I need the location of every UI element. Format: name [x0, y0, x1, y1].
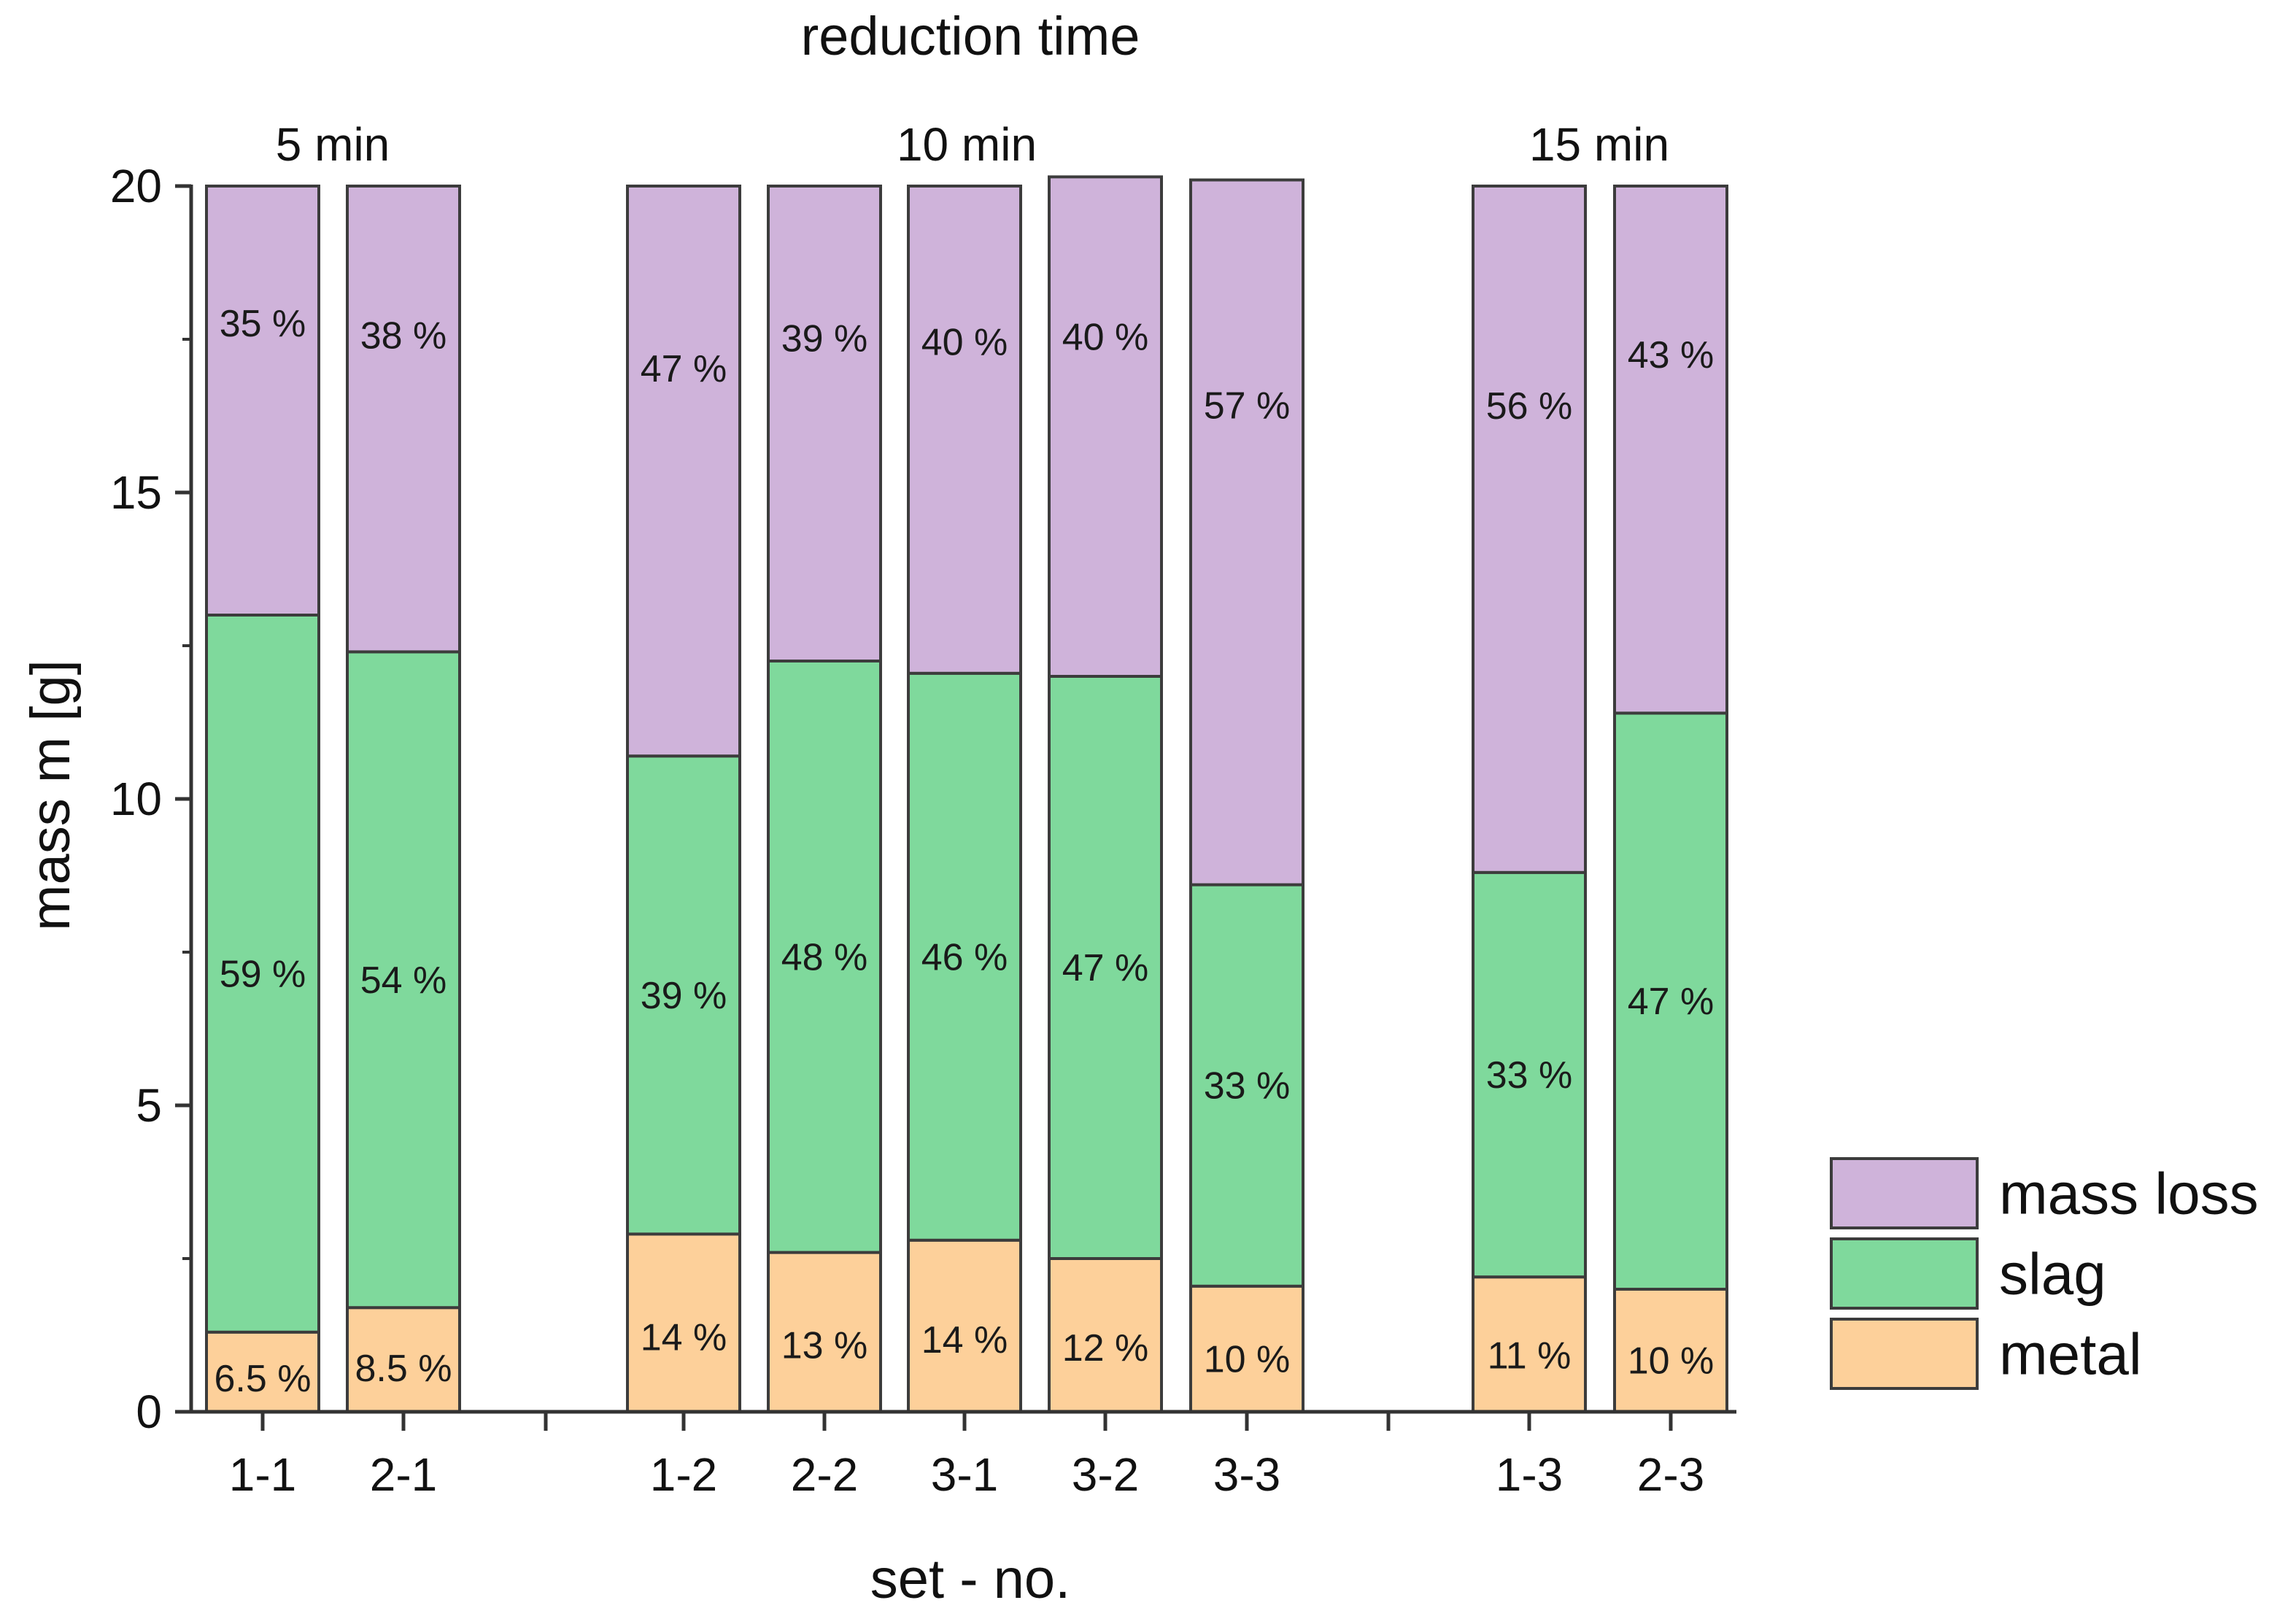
- group-label: 15 min: [1529, 118, 1669, 171]
- segment-value-label: 8.5 %: [355, 1348, 452, 1390]
- bar-segment-metal: [767, 1251, 882, 1413]
- segment-value-label: 35 %: [220, 303, 306, 345]
- x-axis: 1-1 2-1 1-2 2-2 3-1 3-2 3-3 1-3 2-3: [191, 1410, 1736, 1501]
- bar-segment-slag: [1048, 675, 1163, 1260]
- bar-segment-slag: [767, 660, 882, 1254]
- bar-segment-slag: [205, 614, 320, 1334]
- bar-segment-slag: [1189, 883, 1304, 1288]
- segment-value-label: 6.5 %: [214, 1358, 312, 1400]
- x-tick-label: 1-1: [229, 1448, 297, 1501]
- segment-value-label: 39 %: [781, 317, 868, 360]
- x-tick-label: 2-3: [1637, 1448, 1705, 1501]
- x-tick-label: 2-2: [791, 1448, 859, 1501]
- bar-segment-mass-loss: [205, 185, 320, 617]
- legend-swatch-metal: [1830, 1318, 1979, 1390]
- legend-label: slag: [1999, 1242, 2106, 1307]
- y-tick-label: 0: [136, 1386, 162, 1438]
- segment-value-label: 33 %: [1486, 1054, 1573, 1097]
- segment-value-label: 43 %: [1628, 334, 1715, 376]
- segment-value-label: 14 %: [641, 1317, 727, 1359]
- segment-value-label: 47 %: [1628, 981, 1715, 1023]
- group-labels: 5 min 10 min 15 min: [276, 118, 1669, 171]
- segment-value-label: 10 %: [1628, 1340, 1715, 1382]
- segment-value-label: 47 %: [1062, 947, 1149, 989]
- segment-value-label: 57 %: [1204, 385, 1291, 428]
- bar-segment-slag: [346, 650, 461, 1310]
- group-label: 5 min: [276, 118, 390, 171]
- bar-segment-mass-loss: [626, 185, 741, 758]
- segment-value-label: 10 %: [1204, 1339, 1291, 1381]
- x-tick-label: 1-2: [650, 1448, 718, 1501]
- y-tick-label: 15: [110, 466, 162, 519]
- x-tick-label: 3-3: [1213, 1448, 1281, 1501]
- y-tick-label: 10: [110, 773, 162, 825]
- segment-value-label: 54 %: [360, 959, 447, 1002]
- x-axis-label: set - no.: [870, 1548, 1071, 1610]
- x-tick-label: 3-2: [1072, 1448, 1140, 1501]
- chart-title: reduction time: [801, 6, 1140, 66]
- x-tick-label: 1-3: [1496, 1448, 1563, 1501]
- group-label: 10 min: [897, 118, 1037, 171]
- segment-value-label: 40 %: [921, 322, 1008, 364]
- bars: [205, 175, 1728, 1414]
- y-tick-label: 5: [136, 1079, 162, 1132]
- bar-segment-metal: [1189, 1284, 1304, 1414]
- bar-segment-mass-loss: [907, 185, 1022, 675]
- bar-segment-slag: [1472, 870, 1587, 1279]
- bar-segment-slag: [626, 754, 741, 1236]
- y-axis-label: mass m [g]: [20, 660, 82, 931]
- bar-segment-mass-loss: [1472, 185, 1587, 874]
- segment-value-label: 59 %: [220, 953, 306, 995]
- y-axis: 0 5 10 15 20: [110, 160, 193, 1438]
- bar-segment-slag: [1613, 711, 1728, 1291]
- bar-segment-metal: [1048, 1257, 1163, 1413]
- bar-segment-mass-loss: [346, 185, 461, 654]
- x-tick-label: 3-1: [931, 1448, 999, 1501]
- bar-segment-mass-loss: [767, 185, 882, 662]
- segment-value-label: 14 %: [921, 1319, 1008, 1361]
- bar-segment-metal: [346, 1306, 461, 1413]
- legend-label: mass loss: [1999, 1162, 2259, 1226]
- segment-value-label: 47 %: [641, 348, 727, 390]
- legend-swatch-slag: [1830, 1237, 1979, 1310]
- segment-value-label: 40 %: [1062, 316, 1149, 358]
- bar-segment-mass-loss: [1613, 185, 1728, 715]
- segment-value-label: 13 %: [781, 1324, 868, 1367]
- segment-value-label: 46 %: [921, 936, 1008, 978]
- bar-segment-metal: [205, 1330, 320, 1414]
- segment-labels: 6.5 % 59 % 35 % 8.5 % 54 % 38 % 14 % 39 % 47 % 13…: [214, 303, 1715, 1400]
- segment-value-label: 56 %: [1486, 385, 1573, 428]
- y-tick-label: 20: [110, 160, 162, 212]
- legend: mass loss slag metal: [1830, 1157, 2259, 1390]
- segment-value-label: 12 %: [1062, 1327, 1149, 1369]
- segment-value-label: 38 %: [360, 314, 447, 357]
- bar-segment-mass-loss: [1048, 175, 1163, 678]
- legend-swatch-mass-loss: [1830, 1157, 1979, 1229]
- segment-value-label: 11 %: [1488, 1334, 1572, 1377]
- segment-value-label: 39 %: [641, 975, 727, 1017]
- x-tick-label: 2-1: [370, 1448, 438, 1501]
- bar-segment-mass-loss: [1189, 178, 1304, 886]
- segment-value-label: 33 %: [1204, 1065, 1291, 1108]
- legend-label: metal: [1999, 1322, 2142, 1387]
- segment-value-label: 48 %: [781, 936, 868, 978]
